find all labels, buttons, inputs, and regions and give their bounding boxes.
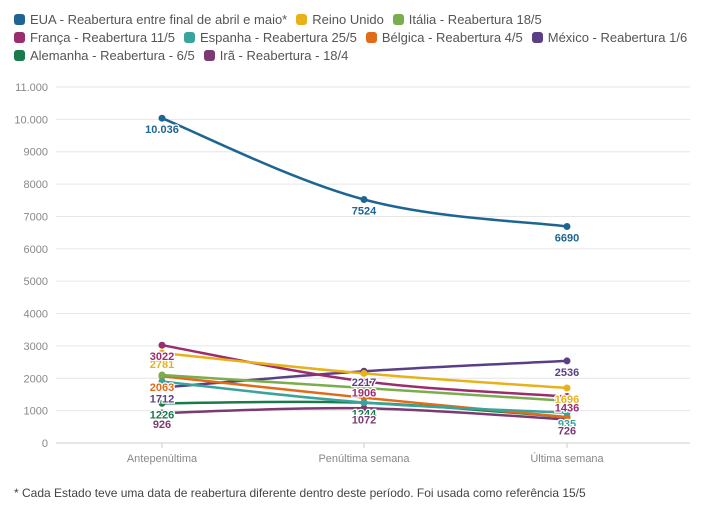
footnote: * Cada Estado teve uma data de reabertur… [14,486,586,500]
legend: EUA - Reabertura entre final de abril e … [14,11,699,64]
data-label: 1072 [352,414,376,426]
legend-swatch [14,14,25,25]
legend-swatch [365,32,377,43]
data-point [158,378,166,386]
data-point [360,399,368,407]
data-label: 935 [558,419,576,431]
data-label: 2063 [150,382,174,394]
data-point [158,371,166,379]
y-tick-label: 11.000 [15,82,48,94]
x-tick-label: Última semana [530,452,604,465]
data-label: 2781 [150,359,174,371]
y-tick-label: 8000 [24,179,48,191]
data-label: 1436 [555,403,579,415]
legend-label: México - Reabertura 1/6 [547,30,688,45]
data-label: 1226 [150,409,174,421]
data-label: 7524 [352,205,377,217]
data-point [360,404,368,412]
data-point [360,394,368,402]
data-point [563,409,571,417]
data-label: 2217 [352,377,376,389]
legend-label: França - Reabertura 11/5 [30,30,175,45]
data-point [563,357,571,365]
legend-label: Itália - Reabertura 18/5 [408,12,542,27]
data-point [158,399,166,407]
y-tick-label: 3000 [24,341,48,353]
y-tick-label: 7000 [24,211,48,223]
data-label: 6690 [555,232,579,244]
y-tick-label: 2000 [24,373,48,385]
y-tick-label: 0 [42,438,48,450]
legend-item[interactable]: México - Reabertura 1/6 [531,29,688,46]
legend-label: Espanha - Reabertura 25/5 [200,30,357,45]
legend-label: Bélgica - Reabertura 4/5 [381,30,523,45]
data-label: 1906 [352,387,376,399]
data-point [360,369,368,377]
x-tick-label: Penúltima semana [318,453,410,465]
legend-item[interactable]: França - Reabertura 11/5 [14,29,175,46]
data-label: 1712 [150,394,174,406]
data-label: 726 [558,426,576,438]
legend-swatch [14,32,25,43]
y-tick-label: 9000 [24,147,48,159]
y-tick-label: 1000 [24,406,48,418]
data-point [158,409,166,417]
legend-item[interactable]: Bélgica - Reabertura 4/5 [365,29,523,46]
y-tick-label: 6000 [24,244,48,256]
legend-item[interactable]: Alemanha - Reabertura - 6/5 [14,47,195,64]
data-label: 3022 [150,351,174,363]
y-tick-label: 4000 [24,309,48,321]
legend-swatch [184,32,195,43]
x-tick-label: Antepenúltima [127,453,198,465]
data-label: 926 [153,419,171,431]
legend-swatch [531,32,543,43]
data-point [158,341,166,349]
data-point [158,384,166,392]
legend-item[interactable]: Espanha - Reabertura 25/5 [184,29,357,46]
legend-swatch [296,14,308,25]
legend-label: Alemanha - Reabertura - 6/5 [30,48,195,63]
data-point [360,195,368,203]
legend-label: Irã - Reabertura - 18/4 [219,48,349,63]
data-point [158,349,166,357]
data-label: 1696 [555,394,579,406]
data-point [360,384,368,392]
legend-item[interactable]: Irã - Reabertura - 18/4 [203,47,349,64]
data-point [563,397,571,405]
legend-label: Reino Unido [312,12,384,27]
data-point [360,377,368,385]
line-chart: 0 1000 2000 3000 4000 5000 6000 7000 8000 9000 10.… [14,82,690,465]
legend-swatch [14,50,25,61]
legend-item[interactable]: Reino Unido [296,11,384,28]
legend-swatch [392,14,404,25]
data-label: 10.036 [145,124,179,136]
data-point [563,222,571,230]
data-point [563,384,571,392]
y-tick-label: 5000 [24,276,48,288]
legend-swatch [203,50,215,61]
legend-item[interactable]: Itália - Reabertura 18/5 [392,11,542,28]
data-point [158,114,166,122]
y-tick-label: 10.000 [14,114,48,126]
legend-item[interactable]: EUA - Reabertura entre final de abril e … [14,11,287,28]
legend-label: EUA - Reabertura entre final de abril e … [30,12,288,27]
data-label: 2536 [555,367,579,379]
data-label: 1244 [352,409,377,421]
